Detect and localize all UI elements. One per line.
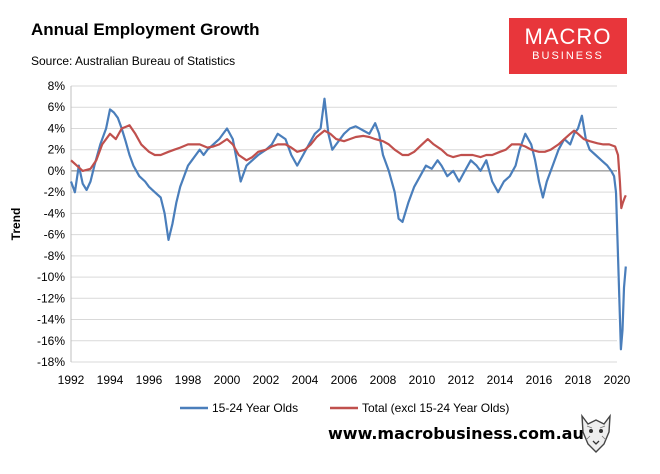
y-tick-label: -18% (37, 355, 65, 369)
y-tick-label: -10% (37, 270, 65, 284)
y-axis-label: Trend (9, 208, 23, 241)
x-tick-label: 1992 (58, 373, 85, 387)
y-tick-label: -14% (37, 313, 65, 327)
x-tick-label: 2006 (331, 373, 358, 387)
logo-line-2: BUSINESS (532, 50, 604, 62)
y-tick-label: -6% (44, 228, 66, 242)
x-tick-label: 2018 (565, 373, 592, 387)
series-line-youth (69, 97, 627, 351)
y-tick-label: -4% (44, 206, 66, 220)
x-tick-label: 2016 (526, 373, 553, 387)
x-tick-label: 2000 (214, 373, 241, 387)
x-tick-label: 1994 (97, 373, 124, 387)
y-tick-label: -12% (37, 291, 65, 305)
y-tick-label: -16% (37, 334, 65, 348)
chart-series (69, 97, 627, 351)
x-tick-label: 2012 (448, 373, 475, 387)
x-tick-label: 2004 (292, 373, 319, 387)
y-tick-label: -8% (44, 249, 66, 263)
x-axis-tick-labels: 1992 1994 1996 1998 2000 2002 2004 2006 2008 2010… (58, 373, 631, 387)
x-tick-label: 1998 (175, 373, 202, 387)
x-tick-label: 1996 (136, 373, 163, 387)
chart-legend: 15-24 Year Olds Total (excl 15-24 Year Ol… (180, 401, 509, 415)
y-axis-tick-labels: 8% 6% 4% 2% 0% -2% -4% -6% -8% -10% -12% -14% -16% -1… (37, 79, 65, 369)
y-tick-label: 6% (48, 100, 66, 114)
y-tick-label: 4% (48, 121, 66, 135)
chart-grid (70, 85, 617, 363)
chart-title: Annual Employment Growth (31, 20, 260, 39)
x-tick-label: 2008 (370, 373, 397, 387)
x-tick-label: 2014 (487, 373, 514, 387)
legend-label: Total (excl 15-24 Year Olds) (362, 401, 509, 415)
logo-line-1: MACRO (524, 24, 612, 49)
legend-label: 15-24 Year Olds (212, 401, 298, 415)
chart-source: Source: Australian Bureau of Statistics (31, 54, 236, 68)
x-tick-label: 2010 (409, 373, 436, 387)
wolf-mascot-icon (581, 413, 611, 453)
y-tick-label: 0% (48, 164, 66, 178)
website-url: www.macrobusiness.com.au (328, 424, 584, 443)
y-tick-label: -2% (44, 185, 66, 199)
series-line-total (70, 124, 627, 210)
x-tick-label: 2002 (253, 373, 280, 387)
x-tick-label: 2020 (604, 373, 631, 387)
macrobusiness-logo: MACRO BUSINESS (509, 18, 627, 74)
y-tick-label: 2% (48, 143, 66, 157)
y-tick-label: 8% (48, 79, 66, 93)
